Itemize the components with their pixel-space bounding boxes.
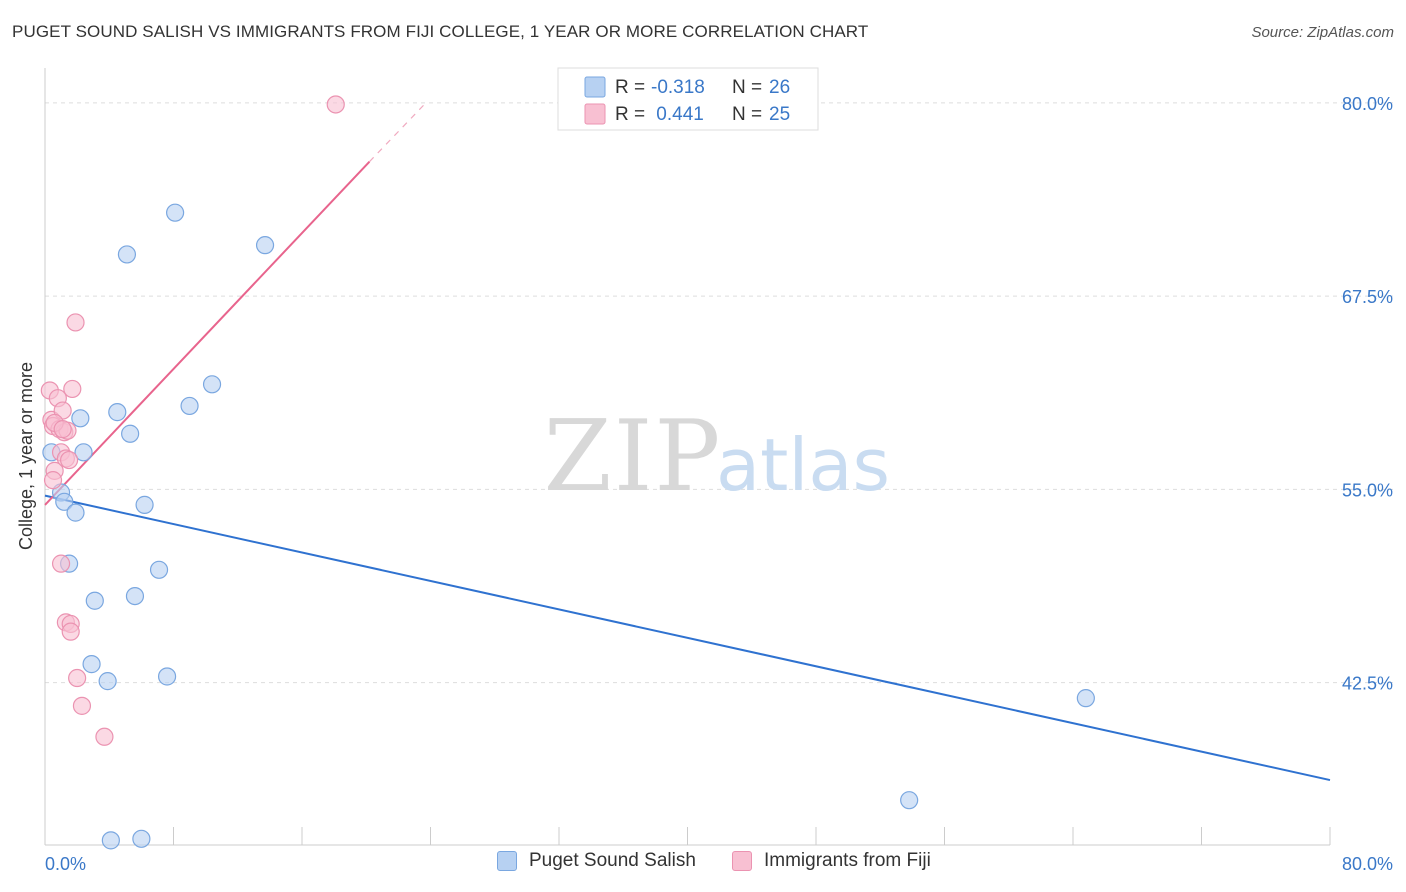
point-puget-sound-salish xyxy=(135,495,154,514)
y-tick-label: 67.5% xyxy=(1342,287,1393,307)
point-immigrants-from-fiji xyxy=(51,554,71,573)
legend-n-value: 25 xyxy=(769,104,790,125)
trend-line-extension xyxy=(369,100,428,163)
legend-r-value: -0.318 xyxy=(651,77,705,98)
point-puget-sound-salish xyxy=(74,443,93,462)
trend-line-puget-sound-salish xyxy=(44,494,1331,782)
legend-item-immigrants-from-fiji[interactable]: Immigrants from Fiji xyxy=(732,850,931,872)
point-immigrants-from-fiji xyxy=(61,622,80,641)
point-puget-sound-salish xyxy=(1076,689,1095,708)
point-puget-sound-salish xyxy=(166,203,185,222)
point-puget-sound-salish xyxy=(108,403,127,422)
point-immigrants-from-fiji xyxy=(95,727,114,746)
point-puget-sound-salish xyxy=(82,655,101,674)
point-puget-sound-salish xyxy=(900,791,919,810)
y-tick-label: 55.0% xyxy=(1342,480,1393,500)
data-points xyxy=(40,95,1095,850)
point-puget-sound-salish xyxy=(157,667,177,686)
legend-n-label: N = xyxy=(732,77,762,98)
legend-swatch-pink xyxy=(584,103,606,125)
point-immigrants-from-fiji xyxy=(72,696,92,715)
legend-label: Immigrants from Fiji xyxy=(764,850,931,871)
correlation-legend: R = -0.318 N = 26 R = 0.441 N = 25 xyxy=(557,67,819,131)
point-immigrants-from-fiji xyxy=(63,379,82,399)
point-puget-sound-salish xyxy=(121,424,140,443)
chart-title: PUGET SOUND SALISH VS IMMIGRANTS FROM FI… xyxy=(12,22,869,41)
point-immigrants-from-fiji xyxy=(66,313,85,332)
point-immigrants-from-fiji xyxy=(59,450,79,470)
legend-r-value: 0.441 xyxy=(651,104,704,125)
point-puget-sound-salish xyxy=(180,396,199,416)
y-tick-label: 42.5% xyxy=(1342,674,1393,694)
point-immigrants-from-fiji xyxy=(53,420,72,439)
point-immigrants-from-fiji xyxy=(68,668,87,688)
point-puget-sound-salish xyxy=(55,492,74,511)
watermark-atlas: atlas xyxy=(716,423,890,507)
point-immigrants-from-fiji xyxy=(43,471,63,490)
point-puget-sound-salish xyxy=(101,831,120,850)
legend-swatch-blue xyxy=(497,851,517,871)
point-puget-sound-salish xyxy=(255,236,275,255)
y-tick-label: 80.0% xyxy=(1342,94,1393,114)
point-puget-sound-salish xyxy=(71,409,90,428)
point-puget-sound-salish xyxy=(85,591,104,610)
trend-lines xyxy=(44,100,1331,782)
legend-n-value: 26 xyxy=(769,77,790,98)
trend-line-immigrants-from-fiji xyxy=(44,160,371,506)
point-immigrants-from-fiji xyxy=(326,95,345,114)
legend-r-label: R = xyxy=(615,77,645,98)
source-credit: Source: ZipAtlas.com xyxy=(1251,24,1394,41)
point-puget-sound-salish xyxy=(125,586,145,606)
point-puget-sound-salish xyxy=(149,560,169,579)
x-tick-label: 0.0% xyxy=(45,854,86,874)
legend-swatch-blue xyxy=(584,76,606,98)
point-puget-sound-salish xyxy=(117,245,137,264)
series-legend: Puget Sound Salish Immigrants from Fiji xyxy=(0,850,1406,880)
y-axis-label: College, 1 year or more xyxy=(16,362,36,550)
point-puget-sound-salish xyxy=(66,503,85,522)
legend-label: Puget Sound Salish xyxy=(529,850,696,871)
point-puget-sound-salish xyxy=(202,375,222,394)
point-puget-sound-salish xyxy=(132,829,151,848)
legend-swatch-pink xyxy=(732,851,752,871)
legend-r-label: R = xyxy=(615,104,645,125)
point-puget-sound-salish xyxy=(98,672,117,691)
legend-item-puget-sound-salish[interactable]: Puget Sound Salish xyxy=(497,850,696,872)
x-tick-label: 80.0% xyxy=(1342,854,1393,874)
legend-n-label: N = xyxy=(732,104,762,125)
gridlines xyxy=(45,102,1395,684)
watermark-zip: ZIP xyxy=(544,400,723,514)
tick-labels: 42.5% 55.0% 67.5% 80.0% 0.0% 80.0% xyxy=(45,94,1393,874)
watermark: ZIP atlas xyxy=(544,400,890,514)
